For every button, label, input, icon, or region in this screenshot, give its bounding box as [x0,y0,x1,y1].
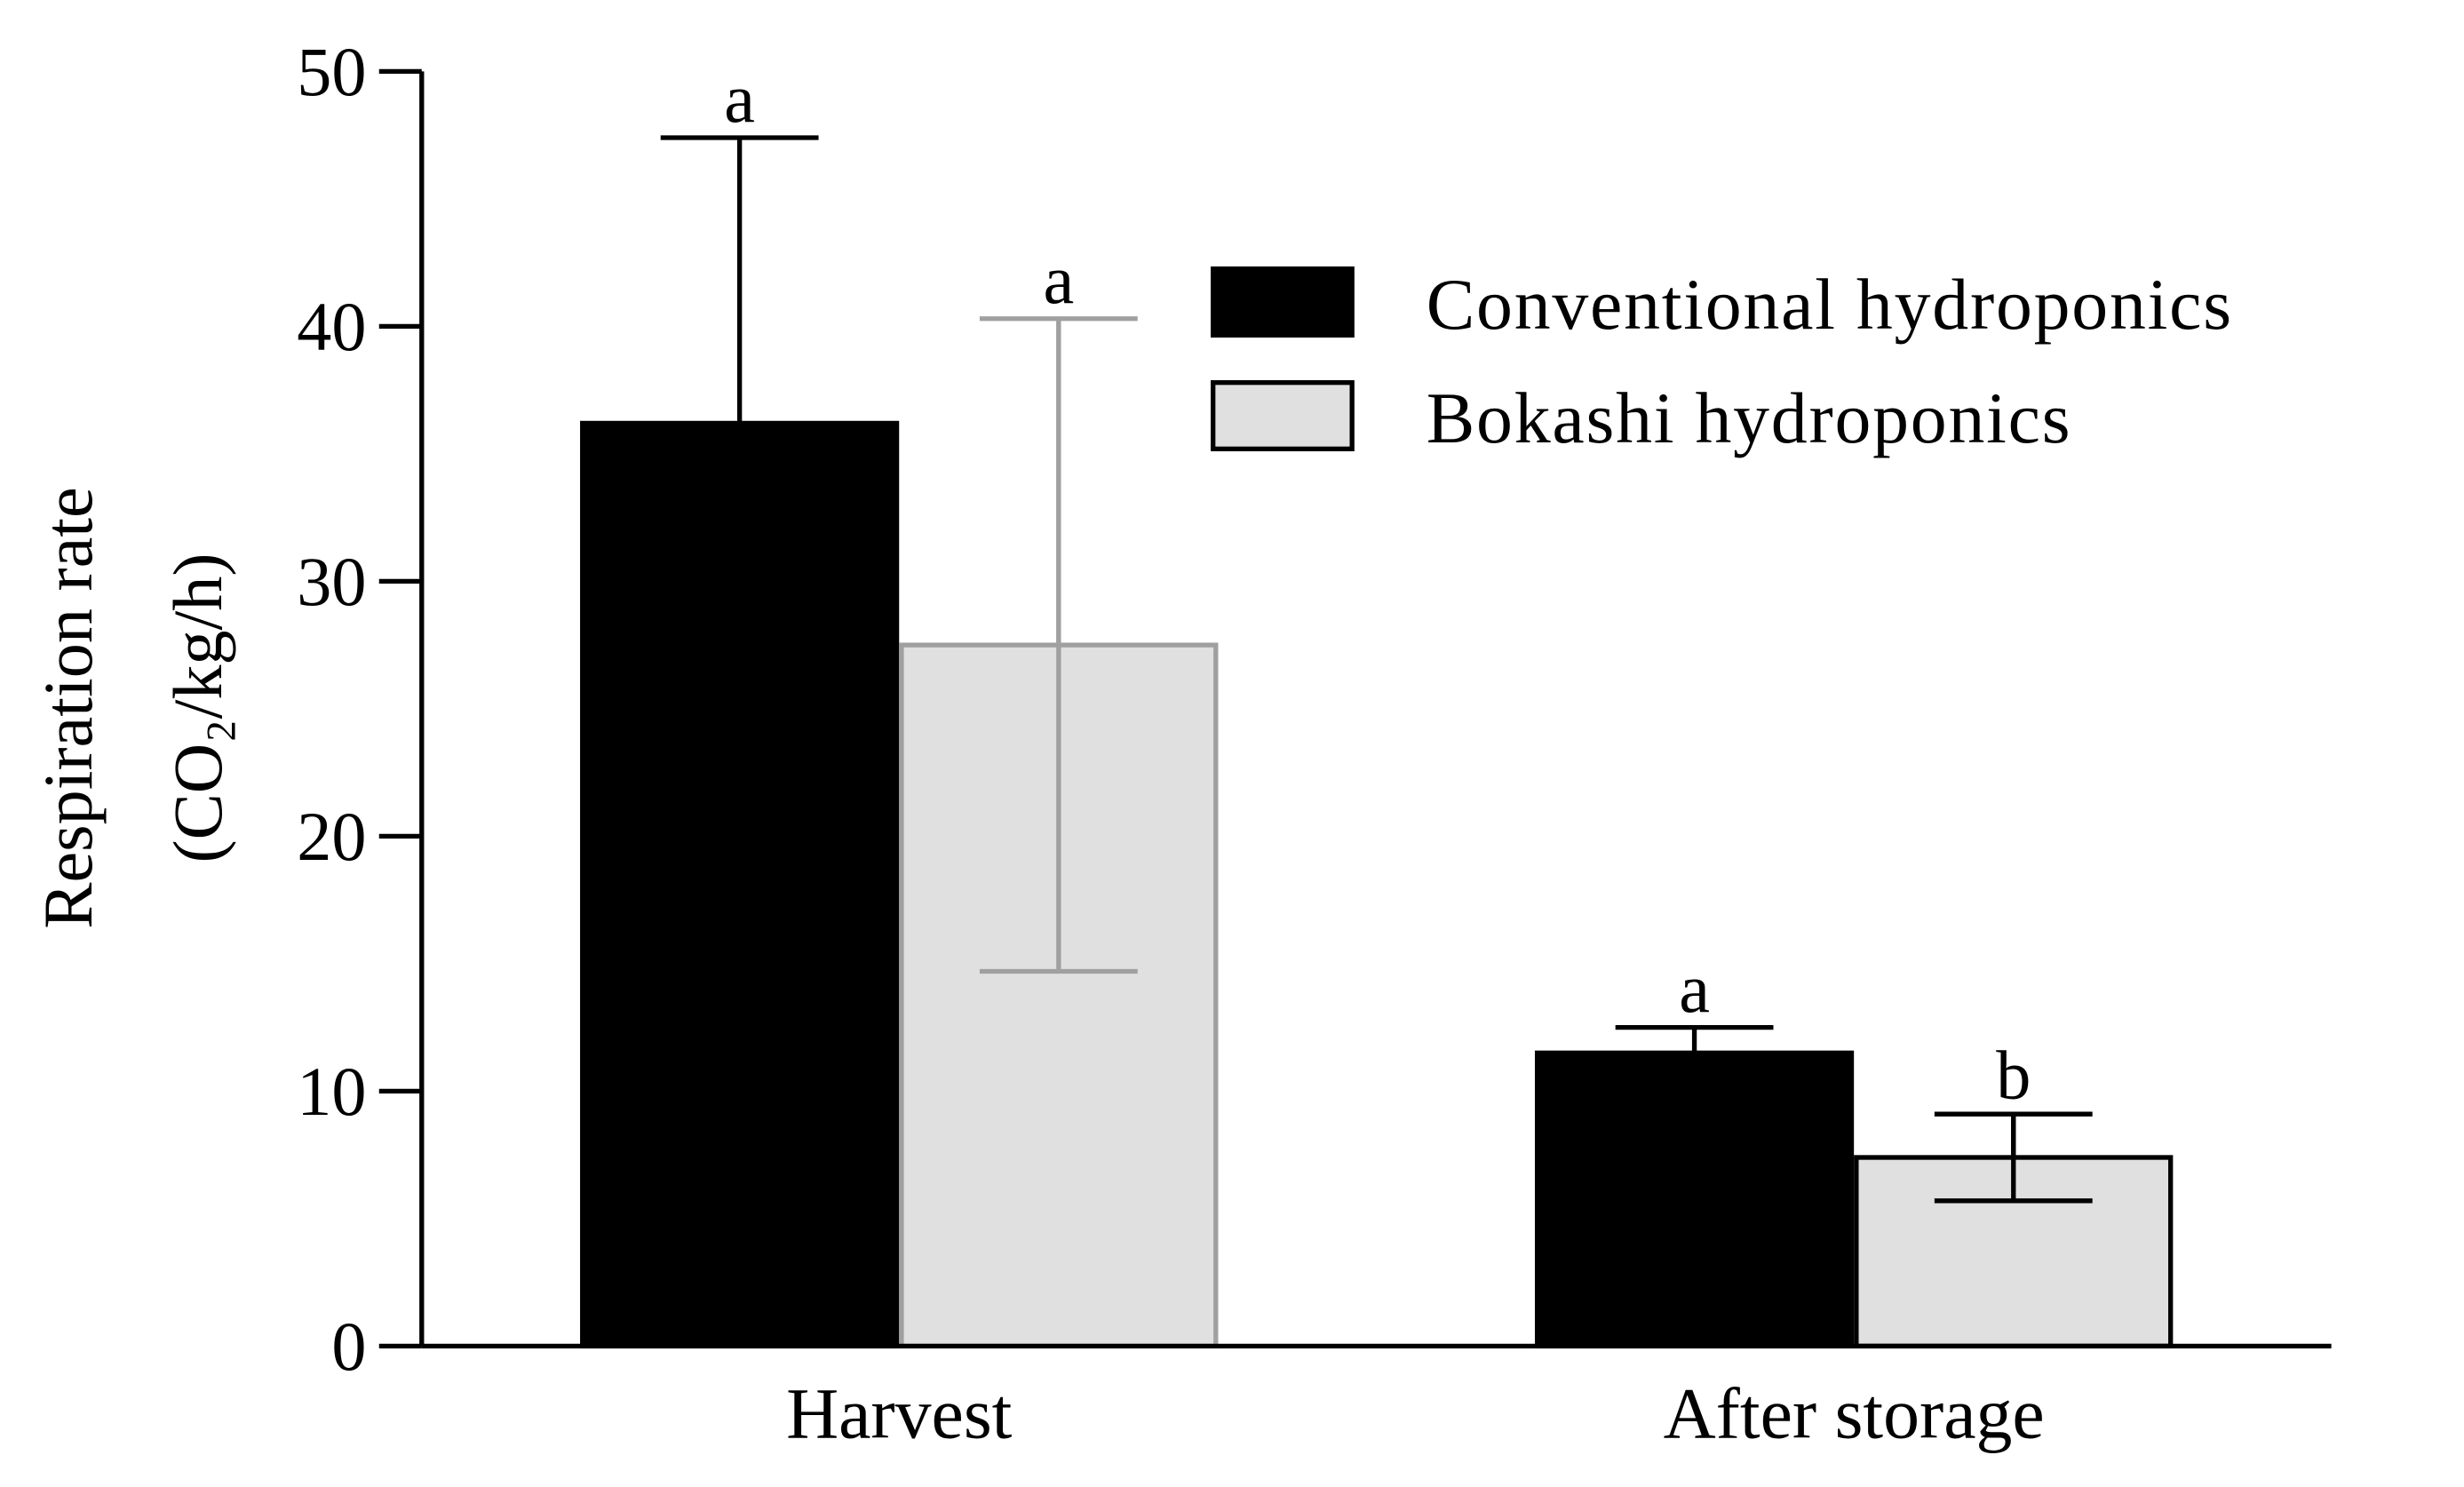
legend-swatch [1210,380,1355,452]
bar [580,420,900,1349]
legend-label: Bokashi hydroponics [1427,378,2072,458]
y-tick-label: 0 [331,1308,366,1385]
y-tick-label: 40 [297,288,366,365]
legend-label: Conventional hydroponics [1427,264,2233,345]
y-tick-label: 10 [297,1053,366,1130]
x-tick-label: After storage [1664,1373,2045,1454]
y-axis-label: Respiration rate [29,487,107,928]
y-tick-label: 30 [297,543,366,620]
significance-letter: a [1043,241,1074,318]
x-tick-label: Harvest [786,1373,1013,1454]
y-axis-label: (CO₂/kg/h) [159,553,236,863]
significance-letter: a [1679,950,1710,1027]
significance-letter: b [1996,1036,2031,1113]
bar [1534,1050,1855,1349]
y-tick-label: 50 [297,33,366,110]
legend-swatch [1210,266,1355,338]
significance-letter: a [724,60,755,137]
y-tick-label: 20 [297,798,366,875]
